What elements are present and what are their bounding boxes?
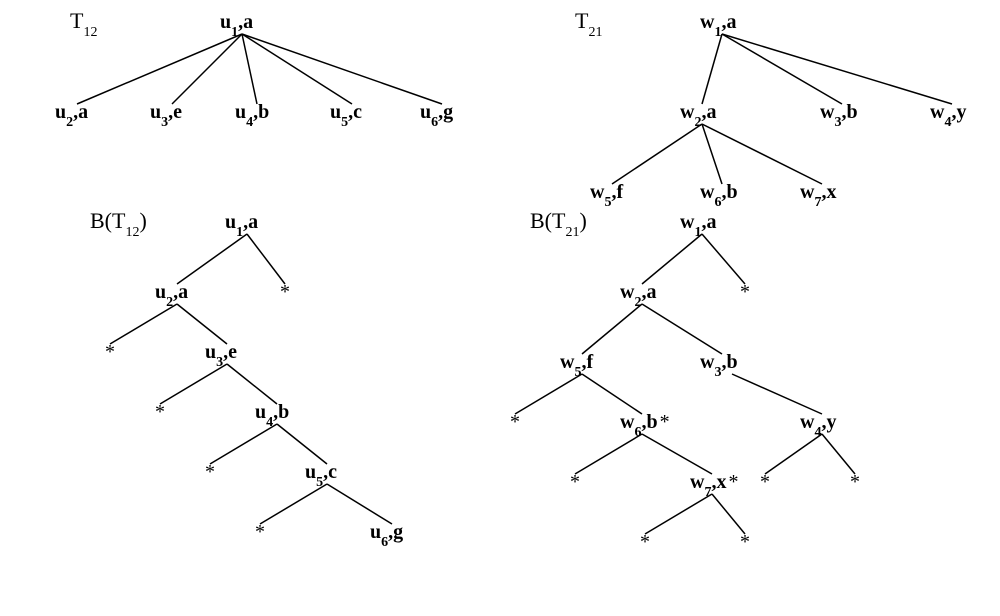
edge-c_w5-c_w6 xyxy=(582,374,642,414)
edge-c_w4-c_s5 xyxy=(765,434,822,474)
node-c_w7: w7,x* xyxy=(690,471,738,500)
edge-b_u1-b_s1 xyxy=(247,234,285,284)
node-u3: u3,e xyxy=(150,101,182,130)
edge-c_w7-c_s7 xyxy=(645,494,712,534)
node-c_s1: * xyxy=(740,281,750,303)
edge-c_w6-c_s4 xyxy=(575,434,642,474)
edge-w1-w3 xyxy=(722,34,842,104)
node-b_u4: u4,b xyxy=(255,401,289,430)
node-c_s6: * xyxy=(850,471,860,493)
edge-w2-w5 xyxy=(612,124,702,184)
node-b_s2: * xyxy=(105,341,115,363)
node-w5: w5,f xyxy=(590,181,623,210)
edge-b_u1-b_u2 xyxy=(177,234,247,284)
title-bt12: B(T12) xyxy=(90,208,147,240)
node-c_w2: w2,a xyxy=(620,281,656,310)
edge-w1-w2 xyxy=(702,34,722,104)
node-w2: w2,a xyxy=(680,101,716,130)
node-b_u1: u1,a xyxy=(225,211,258,240)
node-w3: w3,b xyxy=(820,101,858,130)
node-w6: w6,b xyxy=(700,181,738,210)
node-w7: w7,x xyxy=(800,181,836,210)
edge-b_u5-b_u6 xyxy=(327,484,392,524)
edge-b_u2-b_u3 xyxy=(177,304,227,344)
node-w1: w1,a xyxy=(700,11,736,40)
node-u4: u4,b xyxy=(235,101,269,130)
node-u2: u2,a xyxy=(55,101,88,130)
edge-b_u3-b_u4 xyxy=(227,364,277,404)
node-b_s4: * xyxy=(205,461,215,483)
node-u1: u1,a xyxy=(220,11,253,40)
edge-c_w5-c_s2 xyxy=(515,374,582,414)
node-b_u5: u5,c xyxy=(305,461,337,490)
edge-b_u4-b_s4 xyxy=(210,424,277,464)
node-c_s7: * xyxy=(640,531,650,553)
BT12-nodes: u1,a u2,a * * u3,e * u4,b * u5,c * u6,g xyxy=(105,211,403,550)
edge-u1-u4 xyxy=(242,34,257,104)
edge-u1-u6 xyxy=(242,34,442,104)
BT21-edges xyxy=(515,234,855,534)
edge-c_w4-c_s6 xyxy=(822,434,855,474)
node-b_s1: * xyxy=(280,281,290,303)
title-t12: T12 xyxy=(70,8,97,40)
edge-b_u4-b_u5 xyxy=(277,424,327,464)
edge-c_w2-c_w3 xyxy=(642,304,722,354)
edge-b_u5-b_s5 xyxy=(260,484,327,524)
T12-edges xyxy=(77,34,442,104)
node-b_u3: u3,e xyxy=(205,341,237,370)
node-u6: u6,g xyxy=(420,101,453,130)
node-c_s2: * xyxy=(510,411,520,433)
edge-c_w1-c_w2 xyxy=(642,234,702,284)
edge-c_w3-c_w4 xyxy=(732,374,822,414)
node-c_w3: w3,b xyxy=(700,351,738,380)
T12-nodes: u1,a u2,a u3,e u4,b u5,c u6,g xyxy=(55,11,453,130)
node-u5: u5,c xyxy=(330,101,362,130)
BT21-nodes: w1,aw2,a*w5,fw3,b*w6,b*w4,y*w7,x***** xyxy=(510,211,860,553)
node-b_s3: * xyxy=(155,401,165,423)
edge-u1-u3 xyxy=(172,34,242,104)
BT12-edges xyxy=(110,234,392,524)
edge-u1-u2 xyxy=(77,34,242,104)
node-b_u2: u2,a xyxy=(155,281,188,310)
edge-c_w7-c_s8 xyxy=(712,494,745,534)
node-c_w4: w4,y xyxy=(800,411,836,440)
edge-u1-u5 xyxy=(242,34,352,104)
T21-nodes: w1,a w2,a w3,b w4,y w5,f w6,b w7,x xyxy=(590,11,966,210)
node-b_u6: u6,g xyxy=(370,521,403,550)
node-c_s8: * xyxy=(740,531,750,553)
edge-c_w1-c_s1 xyxy=(702,234,745,284)
node-c_s5: * xyxy=(760,471,770,493)
node-b_s5: * xyxy=(255,521,265,543)
edge-w1-w4 xyxy=(722,34,952,104)
T21-edges xyxy=(612,34,952,184)
node-c_s4: * xyxy=(570,471,580,493)
node-w4: w4,y xyxy=(930,101,966,130)
edge-c_w6-c_w7 xyxy=(642,434,712,474)
diagram-canvas: T12 T21 B(T12) B(T21) u1,a u2,a u3,e u4,b u5,c u6… xyxy=(0,0,1000,616)
title-bt21: B(T21) xyxy=(530,208,587,240)
node-c_w5: w5,f xyxy=(560,351,593,380)
title-t21: T21 xyxy=(575,8,602,40)
edge-c_w2-c_w5 xyxy=(582,304,642,354)
edge-b_u3-b_s3 xyxy=(160,364,227,404)
edge-b_u2-b_s2 xyxy=(110,304,177,344)
node-c_w1: w1,a xyxy=(680,211,716,240)
edge-w2-w7 xyxy=(702,124,822,184)
